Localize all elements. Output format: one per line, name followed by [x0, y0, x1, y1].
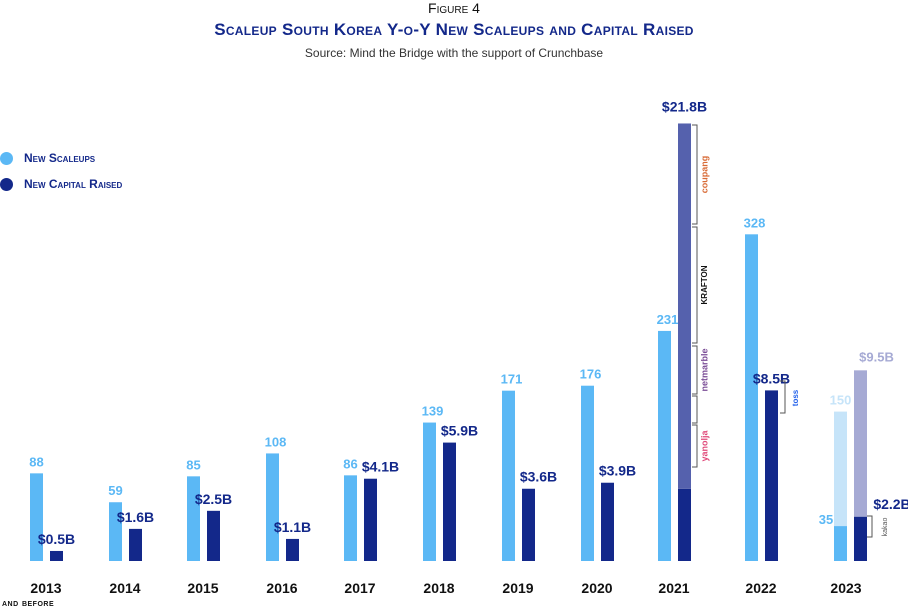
bar-capital-2019: [522, 489, 535, 561]
bar-capital-2020: [601, 483, 614, 561]
bar-capital-2018: [443, 443, 456, 561]
bar-scaleups-2020: [581, 386, 594, 561]
label-capital-2023: $2.2B: [873, 496, 908, 512]
label-capital-2019: $3.6B: [520, 469, 557, 485]
label-scaleups-2023: 35: [819, 512, 833, 527]
label-scaleups-2014: 59: [108, 483, 122, 498]
label-scaleups-2015: 85: [186, 457, 200, 472]
tick-label-2023: 2023: [830, 580, 861, 596]
bar-capital-2017: [364, 479, 377, 561]
bar-scaleups-2018: [423, 423, 436, 561]
tick-label-2020: 2020: [581, 580, 612, 596]
bar-scaleups-2013: [30, 473, 43, 561]
bar-scaleups-2022: [745, 234, 758, 561]
label-capital-2021: $21.8B: [662, 98, 707, 114]
bracket-krafton: [692, 227, 697, 343]
bar-capital-2021: [678, 123, 691, 488]
label-scaleups-2013: 88: [29, 454, 43, 469]
tick-label-2021: 2021: [658, 580, 689, 596]
tick-label-2013: 2013: [30, 580, 61, 596]
bracket-2023: [867, 516, 872, 537]
bar-capital-2022: [765, 390, 778, 561]
bracket-netmarble: [692, 346, 697, 394]
bar-capital-2023: [854, 517, 867, 561]
bar-capital-2013: [50, 551, 63, 561]
label-scaleups-2018: 139: [422, 404, 444, 419]
bar-capital-2014: [129, 529, 142, 561]
label-capital-2016: $1.1B: [274, 519, 311, 535]
label-scaleups-projection-2023: 150: [830, 393, 852, 408]
label-capital-2014: $1.6B: [117, 509, 154, 525]
tick-label-2018: 2018: [423, 580, 454, 596]
label-scaleups-2017: 86: [343, 456, 357, 471]
bar-capital-2016: [286, 539, 299, 561]
brand-logo-kakao: kakao: [882, 518, 889, 537]
label-capital-2017: $4.1B: [362, 459, 399, 475]
label-scaleups-2019: 171: [501, 372, 523, 387]
label-capital-projection-2023: $9.5B: [859, 349, 894, 364]
label-scaleups-2022: 328: [744, 215, 766, 230]
brand-logo-toss: toss: [791, 389, 800, 406]
bar-scaleups-2023: [834, 526, 847, 561]
tick-label-2014: 2014: [109, 580, 140, 596]
year-note: and before: [2, 598, 54, 609]
brand-logo-krafton: KRAFTON: [700, 265, 709, 304]
label-capital-2015: $2.5B: [195, 491, 232, 507]
label-capital-2013: $0.5B: [38, 531, 75, 547]
bar-scaleups-2015: [187, 476, 200, 561]
bar-scaleups-2016: [266, 453, 279, 561]
bar-capital-2015: [207, 511, 220, 561]
bar-scaleups-2021: [658, 331, 671, 561]
label-scaleups-2020: 176: [580, 367, 602, 382]
bracket-coupang: [692, 125, 697, 224]
label-scaleups-2021: 231: [657, 312, 679, 327]
tick-label-2022: 2022: [745, 580, 776, 596]
label-scaleups-2016: 108: [265, 434, 287, 449]
bracket-yanolja: [692, 425, 697, 467]
brand-logo-yanolja: yanolja: [699, 430, 709, 462]
bar-capital-base-2021: [678, 489, 691, 561]
tick-label-2019: 2019: [502, 580, 533, 596]
tick-label-2017: 2017: [344, 580, 375, 596]
bar-scaleups-2019: [502, 391, 515, 561]
brand-logo-coupang: coupang: [699, 156, 709, 194]
bracket-small-2021: [692, 396, 697, 423]
tick-label-2015: 2015: [187, 580, 218, 596]
bar-scaleups-2017: [344, 475, 357, 561]
brand-logo-netmarble: netmarble: [699, 348, 709, 391]
label-capital-2020: $3.9B: [599, 463, 636, 479]
tick-label-2016: 2016: [266, 580, 297, 596]
label-capital-2018: $5.9B: [441, 423, 478, 439]
